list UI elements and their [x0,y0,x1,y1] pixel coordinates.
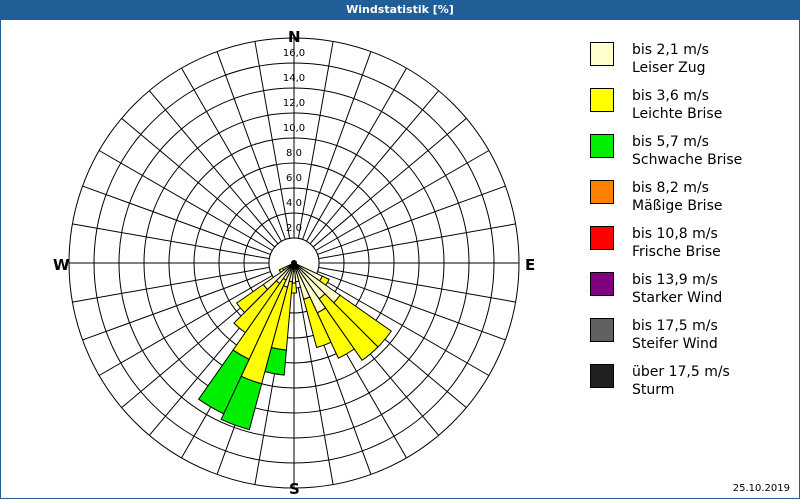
wind-sector [318,293,379,361]
wind-rose-chart: 2,0 4,0 6,0 8,0 10,0 12,0 14,0 16,0 [68,37,520,489]
legend-label: Steifer Wind [632,336,718,352]
radial-tick-label: 6,0 [286,173,302,184]
legend-swatch [590,364,614,388]
radial-tick-label: 4,0 [286,198,302,209]
legend-swatch [590,180,614,204]
legend-range: bis 2,1 m/s [632,42,709,58]
legend-range: bis 3,6 m/s [632,88,709,104]
legend-swatch [590,88,614,112]
legend-label: Mäßige Brise [632,198,723,214]
compass-east-label: E [525,256,536,274]
legend-range: bis 13,9 m/s [632,272,718,288]
legend-range: bis 10,8 m/s [632,226,718,242]
compass-west-label: W [53,256,70,274]
legend-label: Sturm [632,382,675,398]
legend-range: bis 8,2 m/s [632,180,709,196]
compass-north-label: N [288,28,301,46]
date-stamp: 25.10.2019 [732,483,790,494]
legend-range: bis 17,5 m/s [632,318,718,334]
legend-swatch [590,42,614,66]
legend-label: Leichte Brise [632,106,723,122]
radial-tick-label: 12,0 [283,98,305,109]
radial-tick-label: 16,0 [283,48,305,59]
wind-sector [220,375,263,431]
wind-sector [235,283,269,314]
legend-label: Schwache Brise [632,152,743,168]
legend-label: Starker Wind [632,290,723,306]
wind-sector [316,307,355,359]
legend-swatch [590,318,614,342]
radial-tick-label: 10,0 [283,123,305,134]
wind-sector [278,267,285,274]
legend-label: Leiser Zug [632,60,706,76]
wind-sector [197,349,250,415]
radial-tick-label: 2,0 [286,223,302,234]
legend-label: Frische Brise [632,244,721,260]
radial-tick-label: 8,0 [286,148,302,159]
radial-tick-label: 14,0 [283,73,305,84]
legend-range: über 17,5 m/s [632,364,730,380]
legend-swatch [590,134,614,158]
compass-south-label: S [289,480,300,498]
chart-title: Windstatistik [%] [0,0,800,20]
legend-range: bis 5,7 m/s [632,134,709,150]
wind-sector [303,296,332,349]
legend-swatch [590,226,614,250]
legend-swatch [590,272,614,296]
wind-sector [233,279,281,334]
